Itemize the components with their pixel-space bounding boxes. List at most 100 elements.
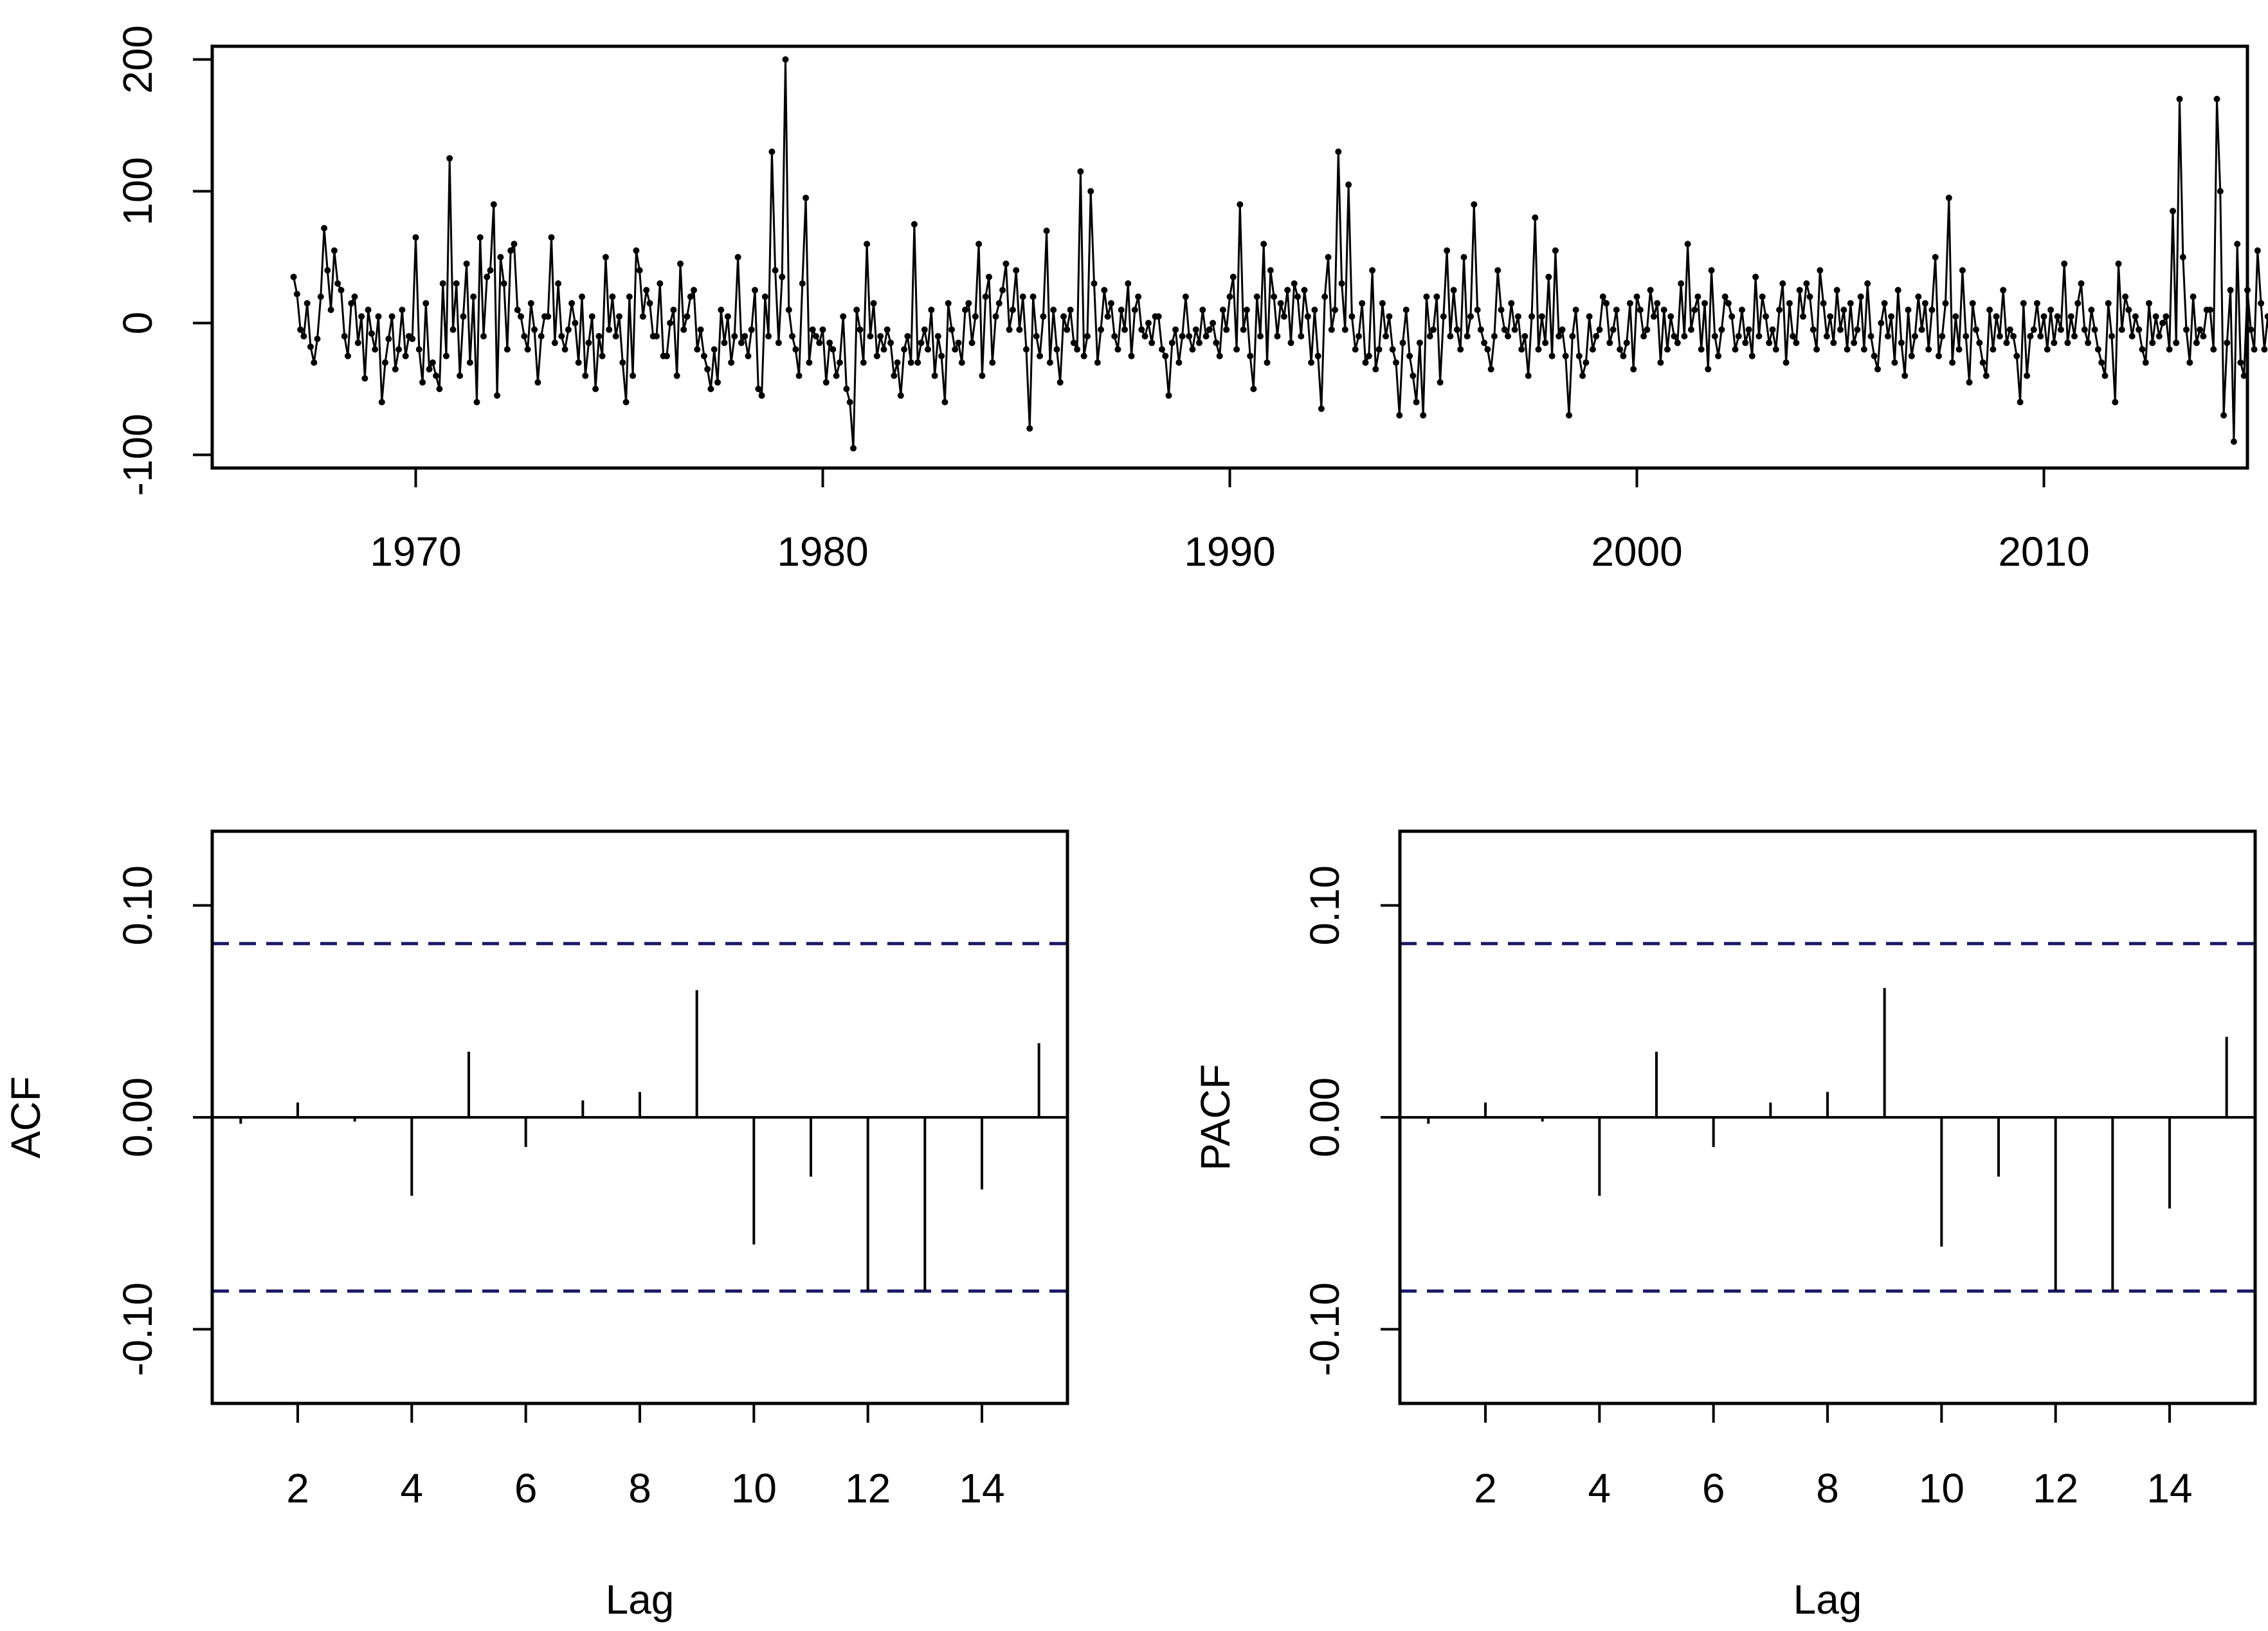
data-point [2224, 339, 2231, 347]
data-point [2163, 313, 2170, 320]
data-point [697, 326, 704, 333]
data-point [1996, 333, 2003, 339]
data-point [1969, 300, 1976, 307]
data-point [1928, 307, 1936, 313]
data-point [1908, 352, 1915, 359]
data-point [853, 307, 860, 313]
data-point [2085, 339, 2092, 347]
data-point [630, 372, 637, 379]
data-point [1423, 293, 1430, 300]
data-point [1796, 287, 1803, 294]
data-point [2149, 339, 2156, 347]
data-point [684, 313, 691, 320]
data-point [2098, 359, 2105, 366]
data-point [952, 346, 959, 353]
data-point [782, 56, 789, 63]
data-point [1840, 307, 1847, 313]
data-point [2122, 293, 2129, 300]
data-point [1314, 352, 1321, 359]
data-point [551, 339, 558, 347]
data-point [622, 399, 630, 406]
data-point [921, 326, 928, 333]
data-point [2213, 96, 2220, 102]
data-point [792, 346, 799, 353]
data-point [1365, 352, 1372, 359]
data-point [1786, 300, 1793, 307]
data-point [348, 300, 355, 307]
data-point [1057, 379, 1064, 386]
data-point [1498, 307, 1505, 313]
data-point [300, 333, 307, 339]
data-point [599, 352, 606, 359]
data-point [968, 339, 975, 347]
data-point [619, 359, 626, 366]
data-point [2132, 313, 2139, 320]
data-point [321, 224, 328, 231]
data-point [1837, 326, 1844, 333]
data-point [1718, 326, 1725, 333]
data-point [643, 287, 650, 294]
data-point [795, 372, 803, 379]
data-point [1192, 326, 1199, 333]
y-tick-label: 100 [114, 157, 161, 226]
data-point [1430, 326, 1437, 333]
data-point [2200, 333, 2207, 339]
data-point [1959, 267, 1966, 274]
data-point [1705, 366, 1712, 373]
data-point [1925, 346, 1932, 353]
data-point [1280, 313, 1287, 320]
data-point [341, 333, 348, 339]
data-point [1803, 280, 1810, 287]
data-point [2186, 359, 2193, 366]
data-point [1094, 359, 1101, 366]
data-point [1101, 287, 1108, 294]
data-point [1240, 326, 1247, 333]
data-point [334, 280, 341, 287]
data-point [999, 287, 1006, 294]
data-point [830, 346, 837, 353]
data-point [1851, 339, 1858, 347]
data-point [1267, 267, 1274, 274]
data-point [1532, 214, 1539, 221]
data-point [382, 359, 388, 366]
data-point [1084, 333, 1091, 339]
data-point [1206, 326, 1213, 333]
data-point [2146, 300, 2152, 307]
data-point [789, 333, 795, 339]
data-point [1274, 333, 1281, 339]
data-point [1372, 366, 1379, 373]
data-point [1487, 366, 1494, 373]
data-point [1955, 346, 1963, 353]
data-point [1155, 313, 1162, 320]
data-point [1990, 346, 1997, 353]
data-point [317, 293, 324, 300]
data-point [1291, 280, 1298, 287]
data-point [1162, 352, 1169, 359]
data-point [2057, 326, 2064, 333]
data-point [1257, 333, 1264, 339]
data-point [914, 359, 921, 366]
data-point [1626, 300, 1633, 307]
data-point [2207, 307, 2213, 313]
data-point [1013, 267, 1020, 274]
y-tick-label: -0.10 [114, 1283, 161, 1376]
data-point [1776, 307, 1783, 313]
data-point [1216, 352, 1223, 359]
data-point [1918, 326, 1925, 333]
data-point [1341, 326, 1348, 333]
data-point [1894, 287, 1901, 294]
data-point [2258, 300, 2265, 307]
data-point [2112, 399, 2119, 406]
data-point [1623, 339, 1630, 347]
data-point [1175, 359, 1183, 366]
data-point [1511, 326, 1518, 333]
data-point [887, 339, 894, 347]
data-point [1860, 346, 1867, 353]
timeseries-y-axis: -100 0 100 200 [114, 25, 212, 496]
pacf-panel: 2 4 6 8 10 12 14 -0.10 0.00 0.10 Lag PACF [1192, 829, 2257, 1623]
data-point [2064, 339, 2071, 347]
data-point [639, 313, 646, 320]
data-point [714, 379, 721, 386]
data-point [911, 221, 918, 228]
data-point [1369, 267, 1376, 274]
